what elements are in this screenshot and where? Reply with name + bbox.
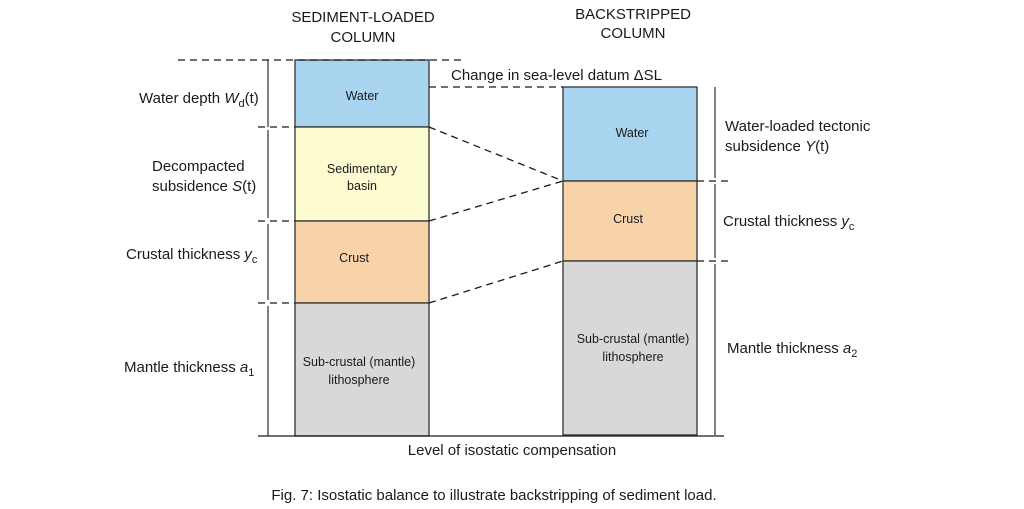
- water-base-connector: [428, 126, 564, 182]
- left-sediment-layer: [294, 126, 430, 222]
- left-mantle-layer: [294, 302, 430, 437]
- sediment-loaded-column: Water Sedimentary basin Crust Sub-crusta…: [294, 59, 430, 437]
- dashed-guides: [178, 59, 730, 304]
- left-heading-line2: COLUMN: [330, 29, 395, 46]
- left-water-label: Water: [346, 89, 379, 103]
- backstripped-column: Water Crust Sub-crustal (mantle) lithosp…: [562, 86, 698, 436]
- compensation-label: Level of isostatic compensation: [408, 442, 616, 459]
- subsidence-label-line2: subsidence S(t): [152, 178, 256, 195]
- sediment-base-connector: [428, 180, 564, 222]
- figure-caption: Fig. 7: Isostatic balance to illustrate …: [271, 487, 716, 504]
- mantle-label-right: Mantle thickness a2: [727, 340, 857, 360]
- tectonic-subsidence-label-line1: Water-loaded tectonic: [725, 118, 871, 135]
- left-sediment-label-line1: Sedimentary: [327, 162, 398, 176]
- right-mantle-label-line2: lithosphere: [602, 350, 663, 364]
- right-mantle-label-line1: Sub-crustal (mantle): [577, 332, 690, 346]
- sea-level-label: Change in sea-level datum ΔSL: [451, 67, 662, 84]
- right-water-layer: [562, 86, 698, 182]
- left-mantle-label-line2: lithosphere: [328, 373, 389, 387]
- left-mantle-label-line1: Sub-crustal (mantle): [303, 355, 416, 369]
- crust-label-left: Crustal thickness yc: [126, 246, 258, 266]
- subsidence-label-line1: Decompacted: [152, 158, 245, 175]
- crust-label-right: Crustal thickness yc: [723, 213, 855, 233]
- tectonic-subsidence-label-line2: subsidence Y(t): [725, 138, 829, 155]
- left-sediment-label-line2: basin: [347, 179, 377, 193]
- right-mantle-layer: [562, 260, 698, 436]
- left-crust-label: Crust: [339, 251, 369, 265]
- water-depth-label: Water depth Wd(t): [139, 90, 259, 110]
- left-crust-layer: [294, 220, 430, 304]
- mantle-label-left: Mantle thickness a1: [124, 359, 254, 379]
- left-water-layer: [294, 59, 430, 128]
- right-heading-line2: COLUMN: [600, 25, 665, 42]
- right-crust-label: Crust: [613, 212, 643, 226]
- right-heading-line1: BACKSTRIPPED: [575, 6, 691, 23]
- crust-base-connector: [428, 260, 564, 304]
- right-crust-layer: [562, 180, 698, 262]
- left-heading-line1: SEDIMENT-LOADED: [291, 9, 435, 26]
- right-water-label: Water: [616, 126, 649, 140]
